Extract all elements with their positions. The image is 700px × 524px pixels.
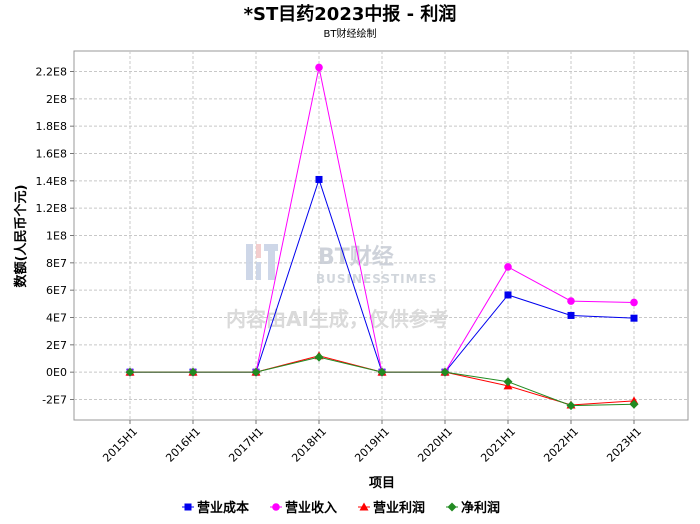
y-tick-label: 2E7 — [46, 339, 67, 352]
x-tick-label: 2016H1 — [163, 425, 203, 465]
x-tick-label: 2017H1 — [226, 425, 266, 465]
watermark-logo-bar — [268, 251, 275, 280]
x-tick-label: 2015H1 — [100, 425, 140, 465]
series-4 — [125, 352, 639, 411]
data-point — [567, 311, 575, 319]
legend-item: 营业成本 — [182, 500, 249, 516]
legend-marker — [447, 502, 457, 512]
data-point — [630, 314, 638, 322]
y-tick-label: 1.6E8 — [36, 148, 67, 161]
y-tick-label: 1.4E8 — [36, 175, 67, 188]
x-tick-label: 2019H1 — [352, 425, 392, 465]
legend-label: 营业成本 — [197, 500, 249, 516]
data-point — [315, 63, 323, 72]
gridlines — [74, 51, 688, 420]
data-point — [566, 401, 576, 411]
data-point — [251, 367, 261, 377]
y-tick-label: 6E7 — [46, 284, 67, 297]
y-tick-label: 1.8E8 — [36, 120, 67, 133]
y-tick-label: -2E7 — [42, 394, 67, 407]
y-axis-ticks: -2E7 0E0 2E7 4E7 6E7 8E7 1E8 1.2E8 1.4E8 1.6E8 1.8… — [36, 66, 74, 407]
y-tick-label: 1E8 — [46, 230, 67, 243]
watermark-logo-subtext: BUSINESSTIMES — [316, 272, 437, 286]
x-tick-label: 2018H1 — [289, 425, 329, 465]
watermark: BT财经 BUSINESSTIMES 内容由AI生成，仅供参考 — [226, 244, 449, 331]
legend-marker — [359, 502, 369, 511]
x-tick-label: 2020H1 — [415, 425, 455, 465]
data-point — [440, 367, 450, 377]
x-axis-ticks: 2015H1 2016H1 2017H1 2018H1 2019H1 2020H1 2021… — [100, 420, 644, 465]
data-point — [504, 291, 512, 299]
data-point — [630, 298, 638, 307]
x-tick-label: 2023H1 — [604, 425, 644, 465]
y-tick-label: 8E7 — [46, 257, 67, 270]
data-point — [315, 175, 323, 183]
x-tick-label: 2022H1 — [541, 425, 581, 465]
legend-item: 净利润 — [446, 500, 500, 516]
y-tick-label: 2E8 — [46, 93, 67, 106]
data-point — [504, 263, 512, 271]
x-tick-label: 2021H1 — [478, 425, 518, 465]
watermark-logo-bar — [246, 244, 253, 280]
data-point — [567, 297, 575, 305]
data-point — [188, 367, 198, 377]
watermark-logo-text: BT财经 — [318, 244, 394, 270]
chart-title: *ST目药2023中报 - 利润 — [244, 3, 457, 25]
legend: 营业成本 营业收入 营业利润 净利润 — [182, 500, 500, 516]
data-point — [314, 352, 324, 362]
legend-label: 净利润 — [461, 500, 500, 516]
y-tick-label: 4E7 — [46, 312, 67, 325]
data-point — [377, 367, 387, 377]
y-axis-label: 数额(人民币个元) — [13, 185, 29, 288]
legend-label: 营业利润 — [373, 500, 425, 516]
data-point — [503, 377, 513, 387]
x-axis-label: 项目 — [369, 476, 395, 491]
legend-marker — [272, 503, 280, 511]
data-point — [629, 399, 639, 409]
watermark-ai-note: 内容由AI生成，仅供参考 — [226, 307, 449, 331]
legend-marker — [184, 503, 192, 511]
chart-subtitle: BT财经绘制 — [324, 27, 377, 40]
y-tick-label: 1.2E8 — [36, 202, 67, 215]
legend-label: 营业收入 — [285, 500, 337, 516]
legend-item: 营业利润 — [358, 500, 425, 516]
y-tick-label: 2.2E8 — [36, 66, 67, 79]
watermark-logo-bar — [256, 244, 261, 258]
watermark-logo-bar — [264, 244, 278, 251]
watermark-logo-bar — [256, 262, 261, 280]
legend-item: 营业收入 — [270, 500, 337, 516]
series-layer — [125, 63, 639, 411]
y-tick-label: 0E0 — [46, 366, 67, 379]
data-point — [125, 367, 135, 377]
